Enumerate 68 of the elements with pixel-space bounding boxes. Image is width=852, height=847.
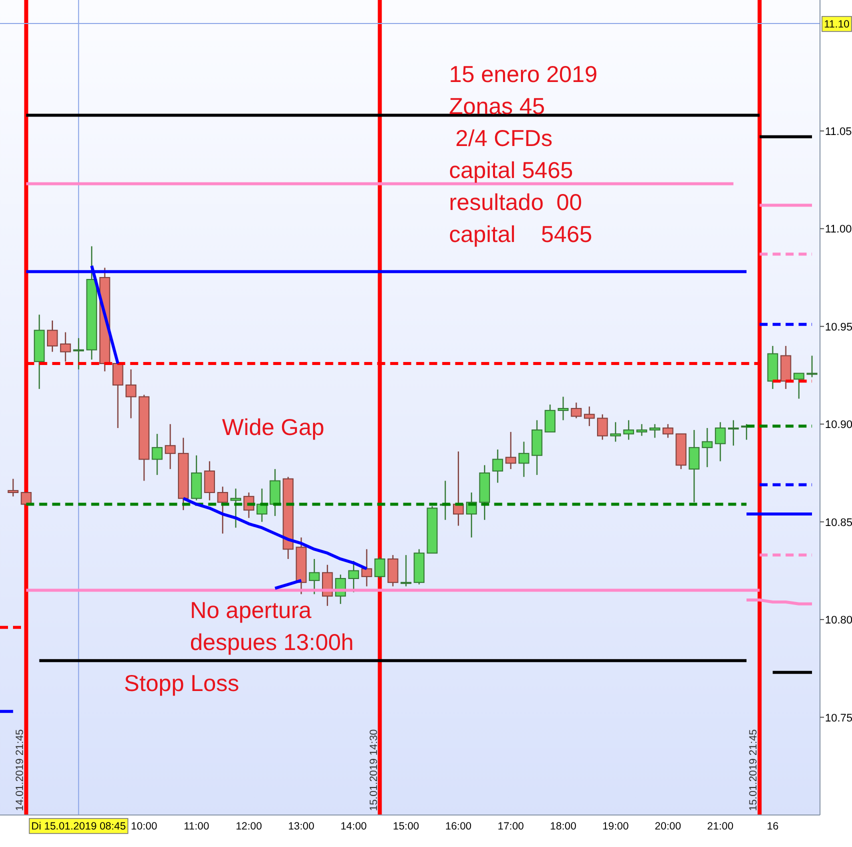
ref-line-label: 11.10 [824,18,850,30]
candlestick [8,478,19,498]
x-tick-label: 12:00 [236,820,262,832]
x-tick-label: 16 [766,820,779,832]
candlestick [570,402,582,419]
candlestick [702,427,713,468]
candlestick [793,372,804,400]
candlestick [164,424,176,470]
candlestick [597,414,608,440]
y-tick-label: 10.85 [825,516,852,529]
candlestick [152,433,163,476]
x-tick-label: 14.01.2019 21:45 [14,729,26,811]
y-tick-label: 10.95 [825,321,852,334]
x-tick-label: 11:00 [184,820,210,832]
candlestick [387,554,398,587]
x-tick-label: 13:00 [288,820,315,832]
annotation: No apertura despues 13:00h [190,597,354,655]
candlestick [623,420,634,440]
candlestick [126,368,136,419]
candlestick [204,460,215,501]
x-tick-label: 18:00 [550,820,576,832]
candlestick [256,488,268,522]
candlestick [73,338,84,370]
candlestick [348,560,360,593]
candlestick [584,406,595,427]
x-tick-label: 15:00 [392,820,420,832]
candlestick [505,431,516,470]
x-tick-label: 19:00 [602,820,629,832]
candlestick [112,362,124,429]
y-tick-label: 10.80 [825,614,852,627]
x-tick-label: 15.01.2019 14:30 [368,729,380,811]
x-tick-label: Di 15.01.2019 08:45 [31,820,126,832]
candlestick [649,424,660,438]
y-tick-label: 10.90 [825,419,852,432]
candlestick [558,396,569,421]
candlestick [374,556,386,580]
annotation: Stopp Loss [124,670,240,696]
candlestick [230,488,242,528]
candlestick [636,424,648,436]
candlestick [400,554,412,587]
x-tick-label: 21:00 [707,820,734,832]
candlestick [544,404,556,433]
candlestick [728,420,739,446]
annotation: 15 enero 2019 Zonas 45 2/4 CFDs capital 5465 resultado 00 capital 5465 [449,61,598,247]
candlestick [217,486,228,534]
y-tick-label: 10.75 [825,712,852,724]
x-tick-label: 20:00 [654,820,682,832]
y-tick-label: 11.05 [825,126,852,138]
candlestick [518,441,530,478]
candlestick [270,468,280,517]
x-tick-label: 16:00 [445,820,472,832]
candlestick [308,558,320,595]
candlestick [714,422,726,462]
x-tick-label: 17:00 [498,820,524,832]
candlestick [610,422,621,442]
candlestick [361,548,372,587]
candlestick [46,320,58,352]
candlestick [492,448,504,484]
candlestick [688,429,700,503]
candlestick [452,450,464,526]
annotation: Wide Gap [222,414,324,440]
x-tick-label: 14:00 [340,820,367,832]
y-tick-label: 11.00 [825,224,852,236]
candlestick [662,424,674,438]
candlestick [60,332,71,362]
x-tick-label: 15.01.2019 21:45 [748,729,760,811]
candlestick [806,355,818,378]
x-tick-label: 10:00 [130,820,158,832]
